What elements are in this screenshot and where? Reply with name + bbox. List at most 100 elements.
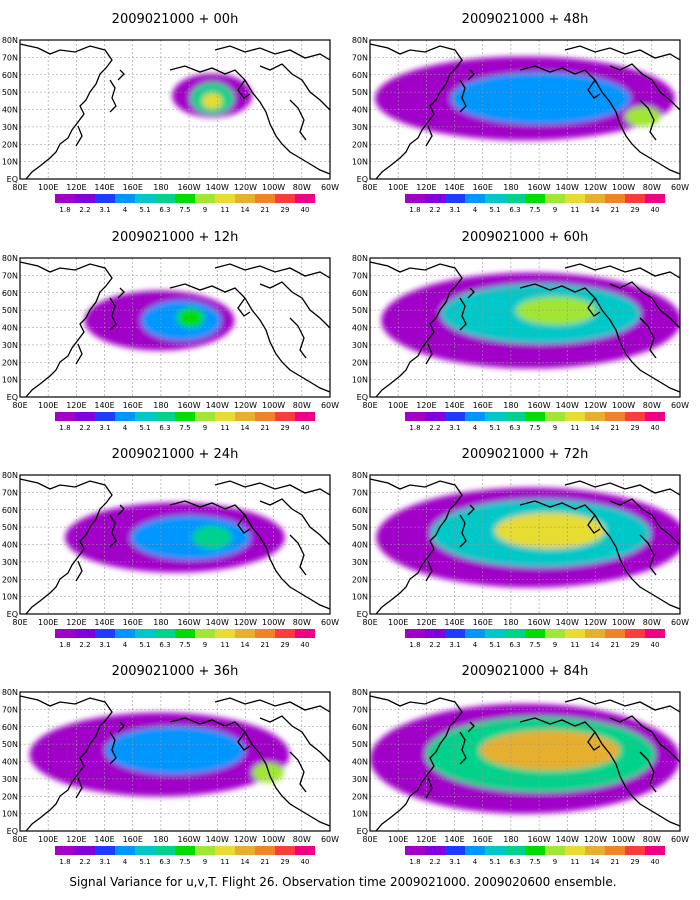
panel-title: 2009021000 + 48h xyxy=(462,12,589,27)
variance-contour xyxy=(450,72,631,125)
coastline xyxy=(609,281,681,329)
colorbar-label: 40 xyxy=(651,858,660,866)
x-tick-label: 100W xyxy=(262,183,285,192)
coastline xyxy=(169,65,331,175)
colorbar-label: 29 xyxy=(631,206,640,214)
coastline xyxy=(237,514,251,534)
x-tick-label: 160E xyxy=(123,618,143,627)
y-tick-label: 10N xyxy=(352,593,368,602)
coastline xyxy=(259,498,331,546)
colorbar-swatch xyxy=(645,846,665,855)
x-tick-label: 140W xyxy=(206,401,229,410)
coastline xyxy=(19,695,113,832)
colorbar-swatch xyxy=(115,194,135,203)
coastlines xyxy=(19,695,331,832)
x-tick-label: 80E xyxy=(362,183,377,192)
colorbar-swatch xyxy=(545,846,565,855)
variance-field xyxy=(381,272,680,369)
colorbar-label: 1.8 xyxy=(59,206,70,214)
y-tick-label: 60N xyxy=(352,71,368,80)
x-tick-label: 140E xyxy=(444,183,464,192)
y-tick-label: EQ xyxy=(357,175,368,184)
x-tick-label: 80W xyxy=(293,835,311,844)
x-tick-label: 160E xyxy=(123,183,143,192)
colorbar-swatch xyxy=(405,629,425,638)
colorbar-swatch xyxy=(95,412,115,421)
colorbar-label: 7.5 xyxy=(529,858,540,866)
colorbar-swatch xyxy=(155,846,175,855)
y-tick-label: 70N xyxy=(352,53,368,62)
colorbar-label: 4 xyxy=(123,424,128,432)
colorbar-swatch xyxy=(445,846,465,855)
colorbar-label: 6.3 xyxy=(509,424,520,432)
colorbar-label: 6.3 xyxy=(509,641,520,649)
colorbar-swatch xyxy=(645,629,665,638)
colorbar-swatch xyxy=(275,194,295,203)
colorbar-label: 2.2 xyxy=(79,424,90,432)
coastline xyxy=(639,317,657,359)
variance-contour xyxy=(252,762,284,783)
y-tick-label: EQ xyxy=(7,175,18,184)
y-tick-label: 80N xyxy=(352,471,368,480)
x-tick-label: 140W xyxy=(556,835,579,844)
coastline xyxy=(639,534,657,576)
coastline xyxy=(519,717,681,827)
x-tick-label: 140E xyxy=(94,618,114,627)
colorbar-swatch xyxy=(425,412,445,421)
coastlines xyxy=(369,695,681,832)
colorbar-label: 7.5 xyxy=(529,206,540,214)
panel-title: 2009021000 + 12h xyxy=(112,230,239,245)
y-tick-label: 20N xyxy=(2,792,18,801)
y-tick-label: 20N xyxy=(352,792,368,801)
colorbar-swatch xyxy=(465,412,485,421)
coastline xyxy=(639,99,657,141)
x-tick-label: 120W xyxy=(234,618,257,627)
coastline xyxy=(289,99,307,141)
colorbar-label: 9 xyxy=(203,858,207,866)
panel-title: 2009021000 + 00h xyxy=(112,12,239,27)
colorbar-swatch xyxy=(525,629,545,638)
coastline xyxy=(467,721,475,733)
map-grid xyxy=(20,475,330,614)
colorbar-swatch xyxy=(295,412,315,421)
colorbar-swatch xyxy=(55,846,75,855)
colorbar-label: 2.2 xyxy=(429,206,440,214)
y-tick-label: 20N xyxy=(2,140,18,149)
colorbar-swatch xyxy=(195,846,215,855)
coastline xyxy=(214,45,331,61)
y-tick-label: 40N xyxy=(2,324,18,333)
y-tick-label: 60N xyxy=(2,506,18,515)
map-area: 80E 100E 120E 140E 160E 180 160W 140W 120W 100W 80… xyxy=(352,688,689,844)
colorbar-swatch xyxy=(585,846,605,855)
y-tick-label: 30N xyxy=(2,123,18,132)
colorbar-label: 2.2 xyxy=(79,858,90,866)
colorbar-swatch xyxy=(255,629,275,638)
y-tick-label: 80N xyxy=(2,471,18,480)
x-tick-label: 100E xyxy=(388,835,408,844)
y-tick-label: 10N xyxy=(352,158,368,167)
coastline xyxy=(587,79,601,99)
map-background xyxy=(20,40,330,179)
panel-title: 2009021000 + 36h xyxy=(112,664,239,679)
x-tick-label: 80W xyxy=(293,183,311,192)
x-tick-label: 180 xyxy=(503,618,518,627)
y-tick-label: 30N xyxy=(352,558,368,567)
map-area: 80E 100E 120E 140E 160E 180 160W 140W 120W 100W 80… xyxy=(2,254,339,410)
coastline xyxy=(467,287,475,299)
colorbar-swatch xyxy=(295,194,315,203)
colorbar-label: 6.3 xyxy=(509,206,520,214)
y-tick-label: 80N xyxy=(2,36,18,45)
y-tick-label: 80N xyxy=(352,36,368,45)
colorbar-label: 3.1 xyxy=(99,206,110,214)
coastline xyxy=(609,63,681,111)
coastline xyxy=(109,731,117,765)
coastline xyxy=(109,79,117,113)
x-tick-label: 140W xyxy=(556,401,579,410)
colorbar-swatch xyxy=(625,194,645,203)
coastline xyxy=(19,43,113,180)
coastline xyxy=(19,478,113,615)
x-tick-label: 120E xyxy=(416,835,436,844)
colorbar-label: 40 xyxy=(651,206,660,214)
coastline xyxy=(369,695,463,832)
y-tick-label: 60N xyxy=(352,506,368,515)
